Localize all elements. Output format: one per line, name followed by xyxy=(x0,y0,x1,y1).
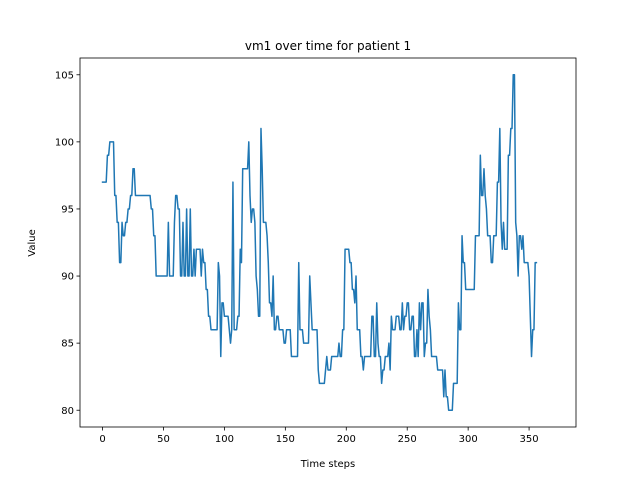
x-tick-label: 350 xyxy=(520,434,539,445)
x-tick-label: 300 xyxy=(459,434,478,445)
y-tick-label: 90 xyxy=(61,272,74,283)
plot-area xyxy=(79,57,577,428)
y-tick-label: 105 xyxy=(55,70,74,81)
chart-title: vm1 over time for patient 1 xyxy=(245,39,411,53)
y-tick-label: 85 xyxy=(61,339,74,350)
y-tick-label: 80 xyxy=(61,406,74,417)
y-tick-label: 100 xyxy=(55,137,74,148)
x-tick-label: 250 xyxy=(398,434,417,445)
y-axis-label: Value xyxy=(27,229,38,256)
y-tick-label: 95 xyxy=(61,205,74,216)
axis-ticks: 0 50 100 150 200 250 300 350 80 85 90 95 100 105 xyxy=(55,70,539,445)
x-tick-label: 200 xyxy=(337,434,356,445)
x-tick-label: 150 xyxy=(276,434,295,445)
x-tick-label: 0 xyxy=(99,434,105,445)
x-tick-label: 50 xyxy=(157,434,170,445)
axes-frame xyxy=(79,57,577,428)
x-axis-label: Time steps xyxy=(300,459,356,470)
series-line-1 xyxy=(101,74,538,411)
x-tick-label: 100 xyxy=(215,434,234,445)
